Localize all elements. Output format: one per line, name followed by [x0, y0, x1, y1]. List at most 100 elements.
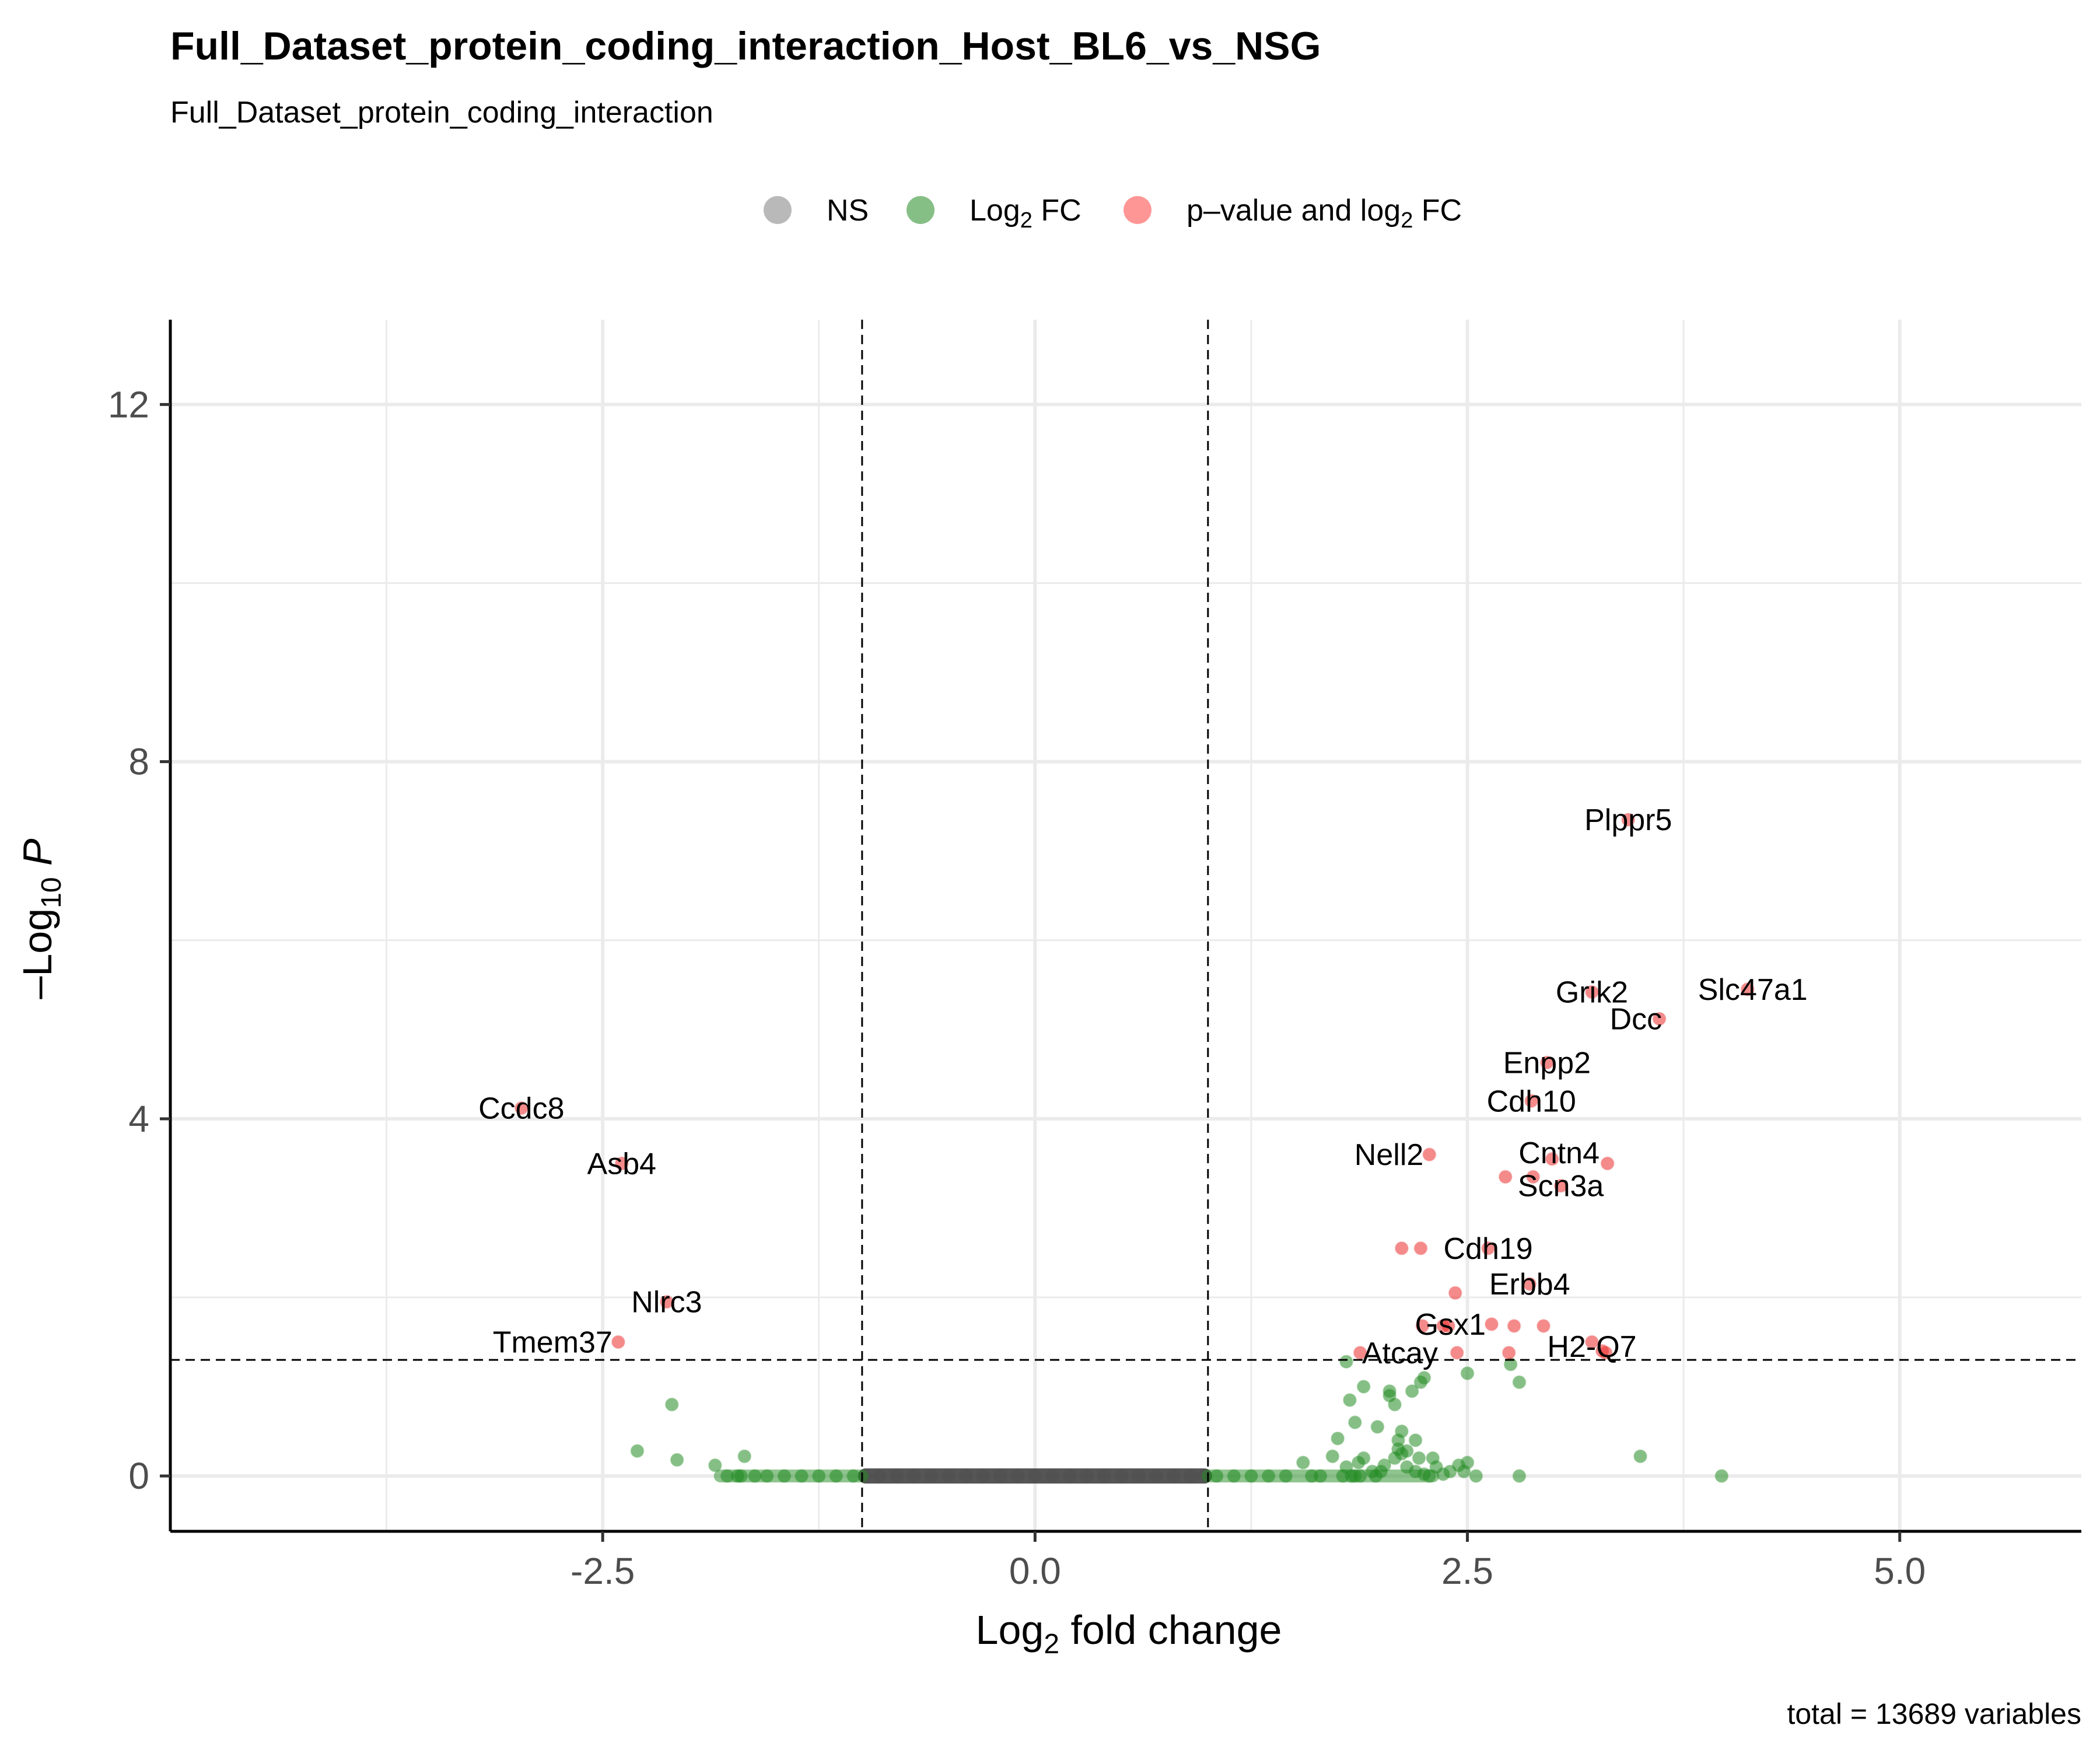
- significant-point: [1584, 985, 1599, 999]
- significant-point: [514, 1101, 528, 1115]
- fc-point: [1313, 1469, 1328, 1483]
- fc-point: [829, 1469, 844, 1483]
- ns-point: [1184, 1469, 1198, 1483]
- significant-point: [1526, 1170, 1541, 1184]
- gene-label: Cntn4: [1518, 1136, 1600, 1170]
- fc-point: [1331, 1431, 1345, 1446]
- legend-key-ns: [764, 196, 792, 224]
- significant-point: [1522, 1277, 1537, 1292]
- fc-point: [1405, 1384, 1419, 1398]
- gene-label: Grik2: [1556, 976, 1628, 1010]
- gene-label: Nell2: [1354, 1138, 1424, 1172]
- y-tick-label: 4: [128, 1098, 149, 1140]
- fc-point: [1399, 1460, 1414, 1474]
- ns-point: [942, 1469, 956, 1483]
- fc-point: [1209, 1469, 1224, 1483]
- fc-point: [1348, 1415, 1362, 1430]
- significant-point: [1394, 1241, 1409, 1255]
- ns-point: [872, 1469, 887, 1483]
- chart-title: Full_Dataset_protein_coding_interaction_…: [170, 24, 1321, 68]
- y-tick-label: 12: [108, 383, 149, 425]
- significant-point: [1498, 1170, 1513, 1184]
- significant-point: [1621, 813, 1636, 827]
- y-axis-label: –Log10 P: [15, 838, 67, 999]
- gene-label: Erbb4: [1489, 1268, 1570, 1301]
- chart-subtitle: Full_Dataset_protein_coding_interaction: [170, 96, 713, 130]
- significant-point: [1485, 1317, 1499, 1331]
- significant-point: [1553, 1178, 1568, 1193]
- ns-point: [1097, 1469, 1111, 1483]
- x-tick-label: -2.5: [570, 1550, 635, 1592]
- fc-point: [1417, 1370, 1432, 1385]
- ns-point: [890, 1469, 904, 1483]
- ns-point: [924, 1469, 939, 1483]
- fc-point: [708, 1458, 722, 1472]
- significant-point: [1598, 1345, 1613, 1360]
- gene-label: Cdh19: [1443, 1232, 1532, 1266]
- ns-point: [976, 1469, 991, 1483]
- fc-point: [737, 1449, 752, 1464]
- x-tick-label: 5.0: [1874, 1550, 1926, 1592]
- x-axis-label-main: Log: [976, 1607, 1044, 1653]
- fc-point: [1348, 1469, 1362, 1483]
- ns-point: [958, 1469, 973, 1483]
- ns-point: [1080, 1469, 1094, 1483]
- x-axis-label: Log2 fold change: [976, 1607, 1282, 1660]
- fc-point: [1244, 1469, 1258, 1483]
- significant-point: [659, 1294, 674, 1309]
- significant-point: [1740, 982, 1755, 996]
- significant-point: [1584, 1335, 1599, 1349]
- fc-point: [1460, 1366, 1475, 1381]
- legend-label-p_fc: p–value and log2 FC: [1186, 194, 1462, 233]
- ns-point: [1166, 1469, 1181, 1483]
- y-axis-label-subscript: 10: [36, 877, 67, 908]
- ns-point: [1028, 1469, 1042, 1483]
- data-points: [514, 813, 1755, 1484]
- fc-point: [630, 1444, 645, 1458]
- fc-point: [1227, 1469, 1241, 1483]
- significant-point: [1545, 1152, 1559, 1166]
- fc-point: [811, 1469, 826, 1483]
- significant-point: [1600, 1156, 1615, 1171]
- significant-point: [1450, 1345, 1464, 1360]
- ns-point: [1149, 1469, 1163, 1483]
- ns-point: [1045, 1469, 1059, 1483]
- gene-labels: Plppr5 Grik2 Slc47a1 Dcc Enpp2 Cdh10 Ccdc8 Asb4…: [478, 803, 1808, 1370]
- significant-point: [1502, 1345, 1516, 1360]
- significant-point: [1481, 1241, 1496, 1255]
- significant-point: [1413, 1241, 1428, 1255]
- significant-point: [611, 1335, 625, 1349]
- significant-point: [1539, 1055, 1554, 1070]
- fc-point: [1296, 1455, 1310, 1470]
- fc-point: [1512, 1375, 1527, 1390]
- significant-point: [1422, 1147, 1437, 1162]
- fc-point: [670, 1453, 684, 1467]
- gene-label: Plppr5: [1584, 803, 1672, 837]
- significant-point: [1507, 1318, 1521, 1333]
- significant-point: [1448, 1286, 1462, 1300]
- fc-point: [1342, 1393, 1357, 1408]
- ns-point: [1062, 1469, 1077, 1483]
- fc-point: [1388, 1397, 1402, 1412]
- fc-point: [1422, 1469, 1437, 1483]
- fc-point: [1279, 1469, 1293, 1483]
- fc-point: [1460, 1455, 1475, 1470]
- legend-key-fc: [907, 196, 935, 224]
- y-tick-label: 8: [128, 741, 149, 783]
- fc-point: [846, 1469, 861, 1483]
- grid: [170, 320, 2081, 1531]
- fc-point: [1633, 1449, 1647, 1464]
- fc-point: [777, 1469, 792, 1483]
- ns-point: [907, 1469, 921, 1483]
- significant-point: [1652, 1012, 1667, 1026]
- significant-point: [1415, 1318, 1430, 1333]
- x-tick-label: 2.5: [1441, 1550, 1493, 1592]
- fc-point: [1325, 1449, 1340, 1464]
- gene-label: Enpp2: [1503, 1046, 1591, 1080]
- gene-label: Ccdc8: [478, 1092, 564, 1126]
- x-axis-label-subscript: 2: [1044, 1629, 1059, 1660]
- fc-point: [1356, 1451, 1371, 1465]
- fc-point: [664, 1397, 679, 1412]
- y-axis-label-rest: P: [15, 838, 60, 877]
